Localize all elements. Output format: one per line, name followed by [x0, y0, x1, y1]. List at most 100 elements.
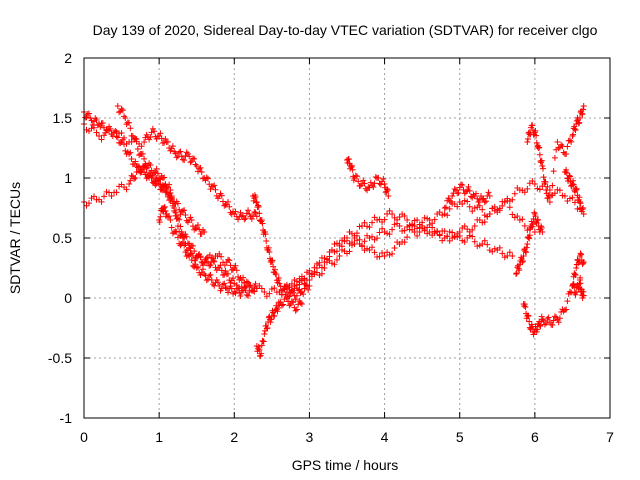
- data-point: [164, 192, 171, 199]
- series-track-16: [561, 166, 587, 217]
- data-point: [288, 298, 295, 305]
- data-point: [161, 139, 168, 146]
- data-point: [404, 234, 411, 241]
- y-tick-label: 2: [64, 50, 72, 66]
- data-point: [227, 262, 234, 269]
- data-point: [212, 279, 219, 286]
- data-point: [465, 183, 472, 190]
- data-point: [573, 187, 580, 193]
- data-point: [166, 213, 173, 220]
- data-point: [459, 182, 466, 189]
- data-point: [278, 302, 285, 309]
- data-point: [221, 262, 228, 269]
- x-tick-label: 5: [456, 429, 464, 445]
- data-point: [386, 251, 393, 258]
- data-point: [555, 319, 562, 326]
- data-point: [308, 271, 315, 278]
- data-point: [218, 285, 225, 292]
- data-point: [538, 313, 545, 320]
- data-point: [106, 189, 113, 196]
- data-point: [232, 290, 239, 297]
- data-point: [551, 313, 558, 320]
- data-point: [323, 255, 330, 262]
- data-point: [242, 287, 249, 294]
- data-point: [496, 207, 503, 214]
- data-point: [253, 213, 260, 220]
- data-point: [197, 272, 204, 279]
- data-point: [554, 316, 561, 323]
- data-point: [133, 169, 140, 175]
- data-point: [489, 205, 496, 212]
- data-point: [126, 181, 133, 187]
- data-point: [147, 134, 154, 141]
- data-point: [474, 243, 481, 250]
- data-point: [509, 196, 516, 203]
- data-point: [113, 128, 120, 135]
- data-point: [181, 234, 188, 241]
- x-tick-label: 7: [606, 429, 614, 445]
- data-point: [182, 249, 189, 256]
- data-point: [491, 245, 498, 252]
- data-point: [251, 195, 258, 202]
- data-point: [542, 179, 549, 186]
- data-point: [444, 212, 451, 219]
- data-point: [521, 301, 528, 308]
- data-point: [251, 284, 258, 291]
- data-point: [464, 198, 471, 205]
- data-point: [199, 266, 206, 273]
- data-point: [98, 136, 105, 143]
- data-point: [349, 162, 356, 169]
- data-point: [134, 164, 141, 171]
- data-point: [569, 133, 576, 139]
- data-point: [96, 133, 103, 139]
- data-point: [499, 202, 506, 209]
- data-point: [573, 265, 580, 271]
- data-point: [356, 223, 363, 230]
- data-point: [119, 107, 126, 114]
- data-point: [164, 214, 171, 221]
- data-point: [559, 192, 566, 199]
- data-point: [441, 211, 448, 217]
- x-tick-label: 3: [306, 429, 314, 445]
- data-point: [441, 205, 448, 211]
- data-point: [281, 286, 288, 293]
- data-point: [563, 306, 570, 313]
- data-point: [240, 212, 247, 219]
- data-point: [539, 165, 546, 172]
- data-point: [241, 216, 248, 223]
- data-point: [318, 264, 325, 271]
- data-point: [88, 125, 95, 132]
- data-point: [569, 181, 576, 187]
- data-point: [406, 226, 413, 233]
- data-point: [91, 193, 98, 200]
- data-point: [504, 197, 511, 204]
- data-point: [521, 189, 528, 196]
- data-point: [370, 183, 377, 190]
- data-point: [577, 250, 584, 257]
- data-point: [466, 203, 473, 210]
- data-point: [280, 301, 287, 308]
- data-point: [83, 202, 90, 209]
- data-point: [174, 234, 181, 241]
- data-point: [566, 195, 573, 202]
- data-point: [580, 211, 587, 217]
- series-track-11: [344, 156, 392, 199]
- data-point: [558, 308, 565, 315]
- data-point: [220, 281, 227, 288]
- data-point: [136, 152, 143, 159]
- data-point: [570, 177, 577, 184]
- data-point: [534, 326, 541, 333]
- data-point: [297, 289, 304, 296]
- data-point: [86, 200, 93, 207]
- data-point: [117, 108, 124, 115]
- data-point: [576, 199, 583, 205]
- data-point: [253, 199, 260, 205]
- data-point: [532, 323, 539, 330]
- data-point: [228, 285, 235, 292]
- data-point: [364, 245, 371, 252]
- data-point: [366, 235, 373, 241]
- data-point: [218, 192, 225, 199]
- data-point: [207, 186, 214, 193]
- data-point: [571, 126, 578, 133]
- data-point: [573, 121, 580, 127]
